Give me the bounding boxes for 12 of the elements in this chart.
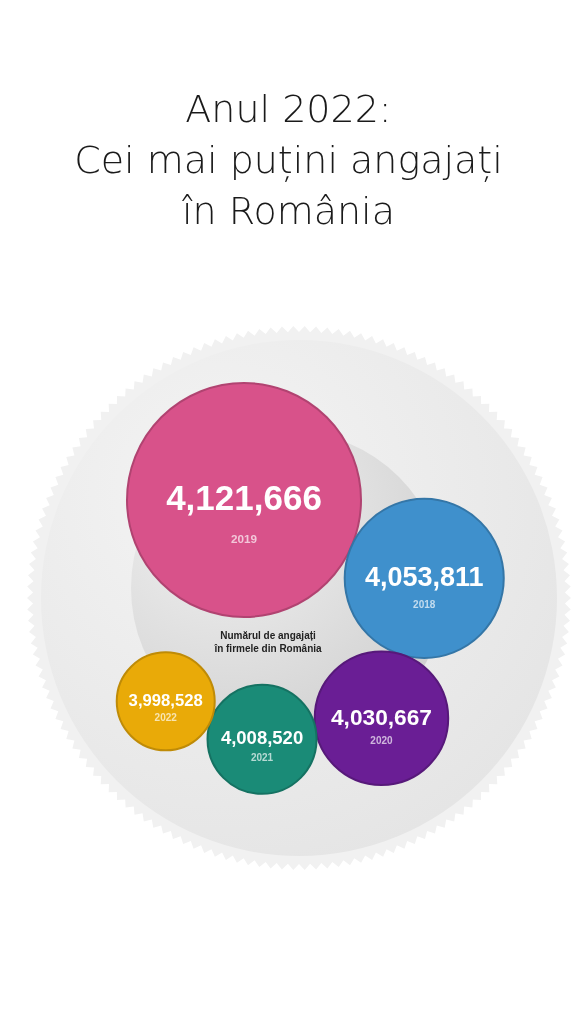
- data-label: 4,121,666: [166, 477, 322, 517]
- category-label: 2019: [230, 532, 258, 546]
- category-label: 2022: [154, 711, 178, 723]
- category-label: 2018: [413, 599, 436, 611]
- data-label: 4,053,811: [364, 561, 484, 592]
- text: Numărul de angajați în firmele din România: [213, 629, 323, 654]
- data-label: 3,998,528: [128, 690, 203, 710]
- data-label: 4,030,667: [330, 703, 432, 730]
- text: Anul 2022: Cei mai puțini angajați în România: [73, 86, 504, 235]
- category-label: 2021: [250, 751, 274, 763]
- category-label: 2020: [370, 734, 394, 746]
- data-label: 4,008,520: [220, 727, 304, 749]
